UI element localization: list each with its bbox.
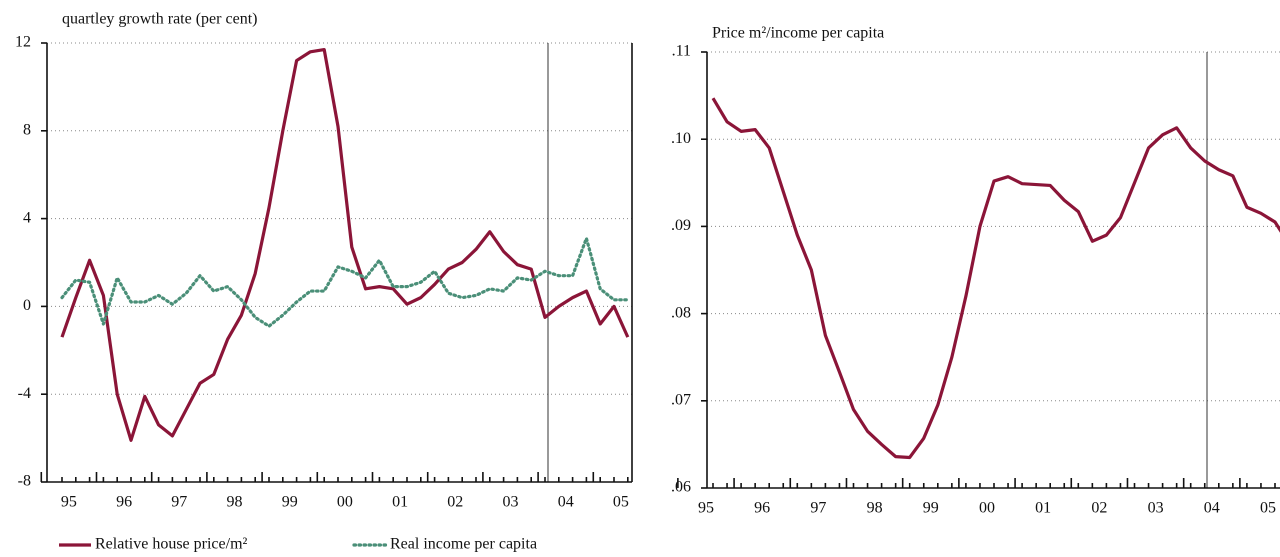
x-tick-label: 02 (447, 494, 463, 511)
x-tick-label: 99 (923, 500, 939, 517)
x-tick-label: 01 (1035, 500, 1051, 517)
x-tick-label: 04 (1204, 500, 1220, 517)
series-line (60, 236, 630, 328)
x-tick-label: 03 (1148, 500, 1164, 517)
chart-title: Price m²/income per capita (712, 25, 884, 42)
x-tick-label: 98 (227, 494, 243, 511)
x-tick-label: 00 (337, 494, 353, 511)
series-line (60, 47, 630, 442)
x-tick-label: 96 (754, 500, 770, 517)
y-tick-label: .10 (671, 130, 691, 147)
x-tick-label: 98 (867, 500, 883, 517)
y-tick-label: 12 (15, 34, 31, 51)
x-tick-label: 04 (558, 494, 574, 511)
x-tick-label: 05 (1260, 500, 1276, 517)
y-tick-label: 8 (23, 121, 31, 138)
x-tick-label: 03 (503, 494, 519, 511)
x-tick-label: 97 (171, 494, 187, 511)
x-tick-label: 95 (698, 500, 714, 517)
y-tick-label: .06 (671, 479, 691, 496)
y-tick-label: -8 (18, 473, 31, 490)
y-tick-label: .08 (671, 304, 691, 321)
x-tick-label: 05 (613, 494, 629, 511)
y-tick-label: 4 (23, 209, 31, 226)
x-tick-label: 02 (1091, 500, 1107, 517)
y-tick-label: .11 (672, 43, 691, 60)
left-chart: quartley growth rate (per cent)-8-404812… (15, 11, 633, 553)
x-tick-label: 96 (116, 494, 132, 511)
right-chart: Price m²/income per capita .06 .07 .08 .09 .1… (671, 25, 1280, 517)
series-line (711, 97, 1280, 460)
x-tick-label: 00 (979, 500, 995, 517)
y-tick-label: 0 (23, 297, 31, 314)
legend-label: Real income per capita (390, 536, 537, 553)
y-tick-label: -4 (18, 385, 31, 402)
x-tick-label: 95 (61, 494, 77, 511)
legend-label: Relative house price/m² (95, 536, 248, 553)
y-tick-label: .07 (671, 391, 691, 408)
x-tick-label: 97 (810, 500, 826, 517)
y-tick-label: .09 (671, 217, 691, 234)
x-tick-label: 99 (282, 494, 298, 511)
x-tick-label: 01 (392, 494, 408, 511)
chart-title: quartley growth rate (per cent) (62, 11, 257, 28)
